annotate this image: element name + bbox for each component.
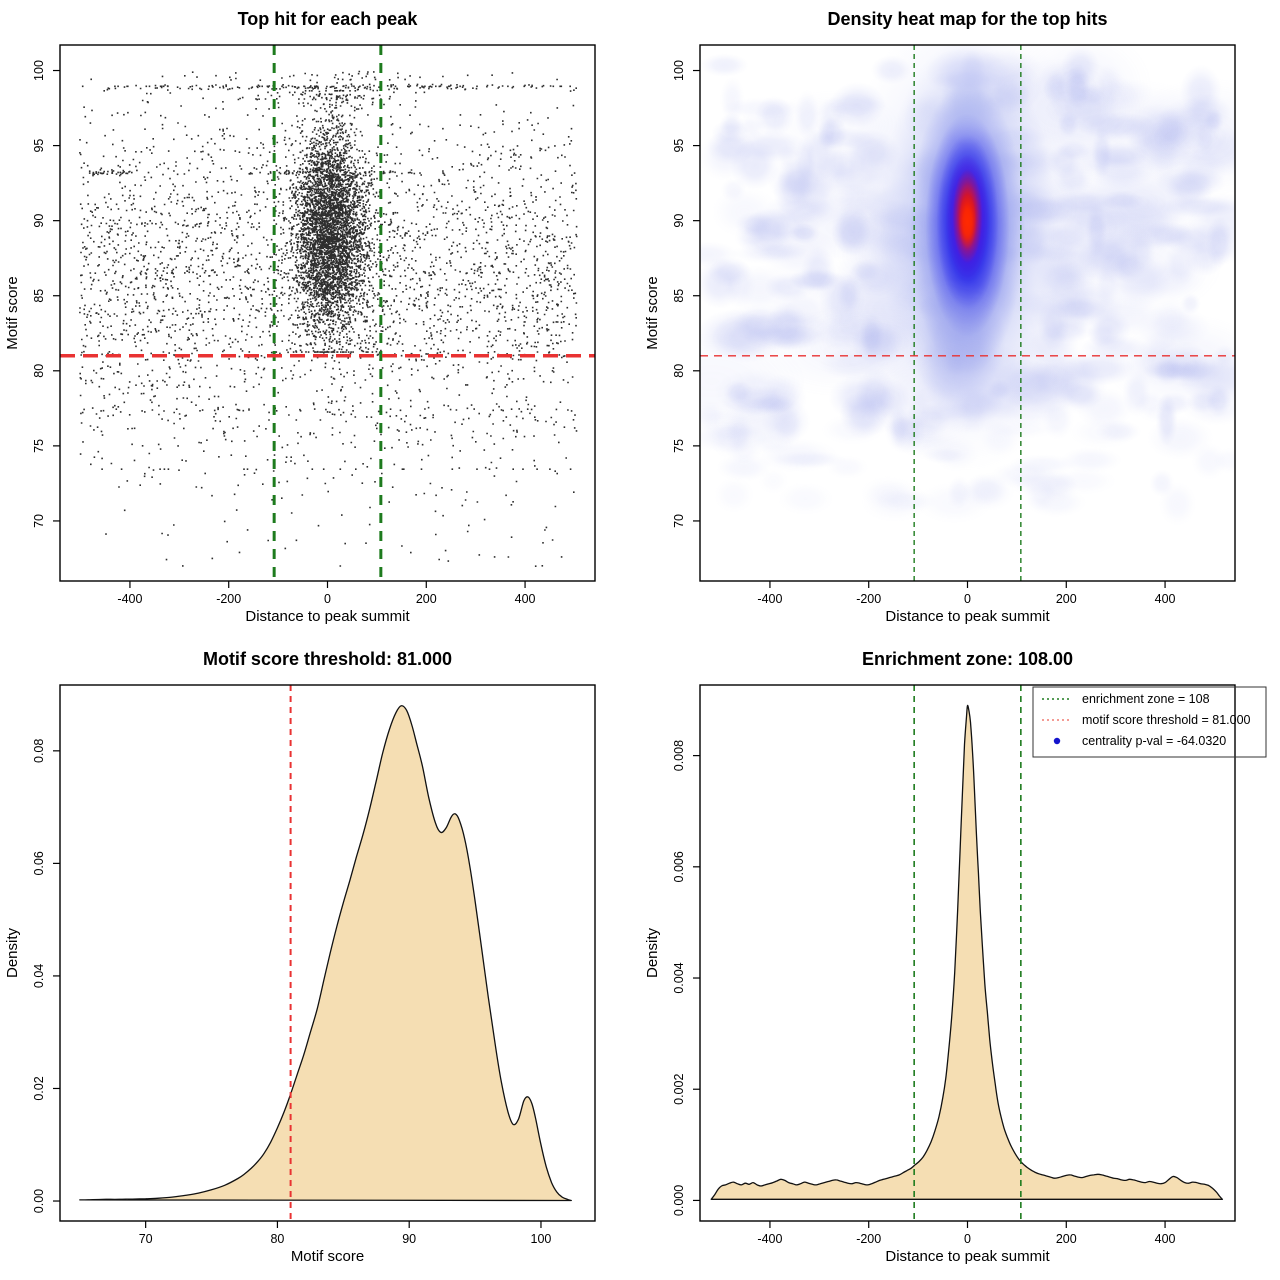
heatmap-x-axis-label: Distance to peak summit: [885, 608, 1050, 625]
svg-text:100: 100: [531, 1232, 552, 1246]
svg-text:400: 400: [1155, 592, 1176, 606]
motif-score-density-canvas: 70 80 90 100 0.00 0.02 0.04 0.06 0.08: [32, 684, 596, 1246]
svg-text:0.04: 0.04: [32, 964, 46, 988]
svg-text:80: 80: [270, 1232, 284, 1246]
svg-text:200: 200: [1056, 592, 1077, 606]
svg-text:-400: -400: [757, 592, 782, 606]
svg-text:70: 70: [32, 514, 46, 528]
svg-text:enrichment zone = 108: enrichment zone = 108: [1082, 692, 1210, 706]
svg-text:100: 100: [32, 60, 46, 81]
svg-text:70: 70: [139, 1232, 153, 1246]
scatter-plot-title: Top hit for each peak: [237, 9, 418, 29]
svg-text:400: 400: [515, 592, 536, 606]
svg-text:90: 90: [402, 1232, 416, 1246]
svg-text:200: 200: [416, 592, 437, 606]
panel-motif-score-density: 70 80 90 100 0.00 0.02 0.04 0.06 0.08 Motif scor…: [0, 640, 640, 1280]
summit-distance-density-canvas: -400 -200 0 200 400 0.000 0.002 0.004 0.006 0.008…: [672, 684, 1267, 1246]
svg-text:0: 0: [324, 592, 331, 606]
svg-text:0.06: 0.06: [32, 851, 46, 875]
panel-top-hits-scatter: -400 -200 0 200 400 70 75 80 85 90 95 100 Top hit f…: [0, 0, 640, 640]
svg-text:0: 0: [964, 1232, 971, 1246]
heatmap-plot-title: Density heat map for the top hits: [827, 9, 1108, 29]
motif-score-density-x-axis-label: Motif score: [290, 1248, 365, 1265]
svg-text:90: 90: [672, 214, 686, 228]
scatter-x-axis-label: Distance to peak summit: [245, 608, 410, 625]
scatter-y-axis-label: Motif score: [4, 276, 21, 350]
scatter-plot-canvas: -400 -200 0 200 400 70 75 80 85 90 95 100: [32, 44, 596, 606]
svg-text:70: 70: [672, 514, 686, 528]
svg-text:95: 95: [672, 139, 686, 153]
svg-text:85: 85: [672, 289, 686, 303]
panel-summit-distance-density: -400 -200 0 200 400 0.000 0.002 0.004 0.006 0.008…: [640, 640, 1280, 1280]
svg-text:-200: -200: [856, 1232, 881, 1246]
svg-text:-400: -400: [117, 592, 142, 606]
svg-text:0.002: 0.002: [672, 1074, 686, 1105]
motif-score-density-title: Motif score threshold: 81.000: [202, 649, 453, 669]
svg-text:0.008: 0.008: [672, 740, 686, 771]
motif-score-density-y-axis-label: Density: [4, 927, 21, 979]
summit-distance-density-title: Enrichment zone: 108.00: [861, 649, 1074, 669]
svg-text:0: 0: [964, 592, 971, 606]
heatmap-y-axis-label: Motif score: [644, 276, 661, 350]
svg-text:motif score threshold = 81.000: motif score threshold = 81.000: [1082, 713, 1251, 727]
svg-text:95: 95: [32, 139, 46, 153]
svg-text:0.00: 0.00: [32, 1189, 46, 1213]
svg-text:80: 80: [672, 364, 686, 378]
svg-text:-400: -400: [757, 1232, 782, 1246]
svg-text:75: 75: [32, 439, 46, 453]
svg-text:80: 80: [32, 364, 46, 378]
svg-text:0.006: 0.006: [672, 851, 686, 882]
svg-text:0.004: 0.004: [672, 962, 686, 993]
svg-text:400: 400: [1155, 1232, 1176, 1246]
svg-text:-200: -200: [856, 592, 881, 606]
svg-text:0.02: 0.02: [32, 1076, 46, 1100]
panel-density-heatmap: -400 -200 0 200 400 70 75 80 85 90 95 100 Density h…: [640, 0, 1280, 640]
svg-text:90: 90: [32, 214, 46, 228]
svg-text:0.000: 0.000: [672, 1185, 686, 1216]
summit-distance-density-x-axis-label: Distance to peak summit: [885, 1248, 1050, 1265]
svg-text:centrality p-val = -64.0320: centrality p-val = -64.0320: [1082, 734, 1226, 748]
svg-text:-200: -200: [216, 592, 241, 606]
svg-text:85: 85: [32, 289, 46, 303]
svg-text:200: 200: [1056, 1232, 1077, 1246]
heatmap-plot-canvas: -400 -200 0 200 400 70 75 80 85 90 95 100: [672, 44, 1236, 606]
svg-text:0.08: 0.08: [32, 739, 46, 763]
svg-text:100: 100: [672, 60, 686, 81]
summit-distance-density-y-axis-label: Density: [644, 927, 661, 979]
svg-text:75: 75: [672, 439, 686, 453]
